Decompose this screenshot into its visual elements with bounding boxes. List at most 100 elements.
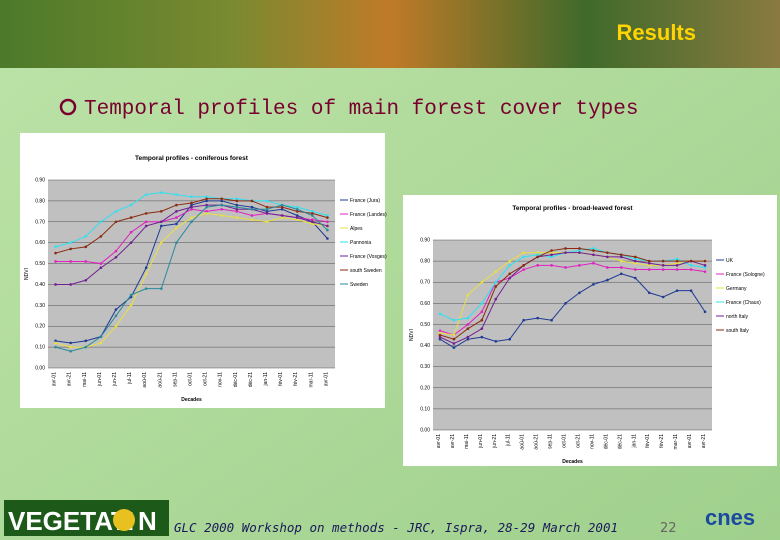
point [508,337,512,341]
point [69,260,72,263]
point [114,314,118,318]
point [84,345,88,349]
point [129,230,133,234]
point [564,266,567,269]
point [550,255,553,259]
y-tick-label: 0.40 [420,343,430,349]
legend-label: France (Sologne) [726,272,765,278]
point [159,224,163,228]
point [326,216,329,219]
point [235,216,239,219]
point [190,201,193,205]
point [466,293,470,297]
point [578,291,581,295]
point [508,264,512,267]
point [633,261,637,265]
y-axis-label: NDVI [409,329,415,341]
point [54,345,57,349]
x-tick-label: avr-21 [450,434,456,448]
point [675,289,679,292]
point [620,255,623,259]
x-tick-label: déc-01 [233,372,239,388]
point [205,203,208,207]
point [235,203,239,207]
chart-title: Temporal profiles - coniferous forest [135,155,249,162]
point [265,199,269,203]
point [129,293,133,297]
point [633,276,637,280]
point [522,318,525,322]
x-tick-label: jun-01 [97,372,103,387]
point [190,216,193,219]
point [647,261,651,265]
point [564,251,567,254]
point [114,255,118,259]
x-tick-label: jul-11 [127,372,133,385]
point [144,193,148,196]
point [250,205,254,209]
point [280,205,284,209]
point [661,268,665,271]
logo-cnes: cnes [705,505,755,530]
point [689,268,693,271]
point [311,210,314,213]
y-tick-label: 0.90 [35,178,45,184]
point [592,261,595,265]
point [494,270,498,273]
point [190,205,193,209]
footer: GLC 2000 Workshop on methods - JRC, Ispr… [174,520,618,535]
point [250,199,254,203]
point [592,283,595,286]
point [633,268,637,271]
y-tick-label: 0.90 [420,238,430,244]
point [190,203,193,207]
point [438,331,442,335]
y-tick-label: 0.80 [420,259,430,265]
point [295,218,299,221]
point [129,304,133,307]
point [220,203,224,207]
point [480,302,484,305]
y-tick-label: 0.70 [420,280,430,286]
point [480,280,484,284]
x-axis-label: Decades [181,397,202,403]
point [675,259,679,263]
point [550,249,553,252]
x-tick-label: mar-11 [673,434,679,450]
point [466,323,470,326]
point [326,214,329,217]
bullet [59,98,77,116]
point [280,203,284,207]
point [466,337,470,341]
point [494,340,498,343]
point [508,259,512,263]
point [280,207,284,211]
legend-label: north Italy [726,314,748,320]
legend-label: France (Jura) [350,198,380,204]
y-tick-label: 0.30 [420,364,430,370]
point [114,220,118,224]
point [647,291,651,295]
point [220,197,224,201]
logo-box [4,500,169,536]
point [250,214,254,217]
point [689,259,693,263]
x-tick-label: déc-21 [248,372,254,388]
x-tick-label: jul-11 [506,434,512,447]
point [438,337,442,341]
point [703,264,707,267]
point [592,253,595,257]
y-tick-label: 0.60 [35,240,45,246]
x-tick-label: aoû-21 [157,372,163,388]
series-line [439,262,706,336]
point [69,283,72,286]
point [295,210,299,213]
point [438,312,442,316]
legend-label: Alpes [350,226,363,232]
point [606,278,609,282]
point [508,276,512,280]
point [159,241,163,244]
x-tick-label: oct-21 [575,434,581,448]
y-tick-label: 0.20 [420,385,430,391]
